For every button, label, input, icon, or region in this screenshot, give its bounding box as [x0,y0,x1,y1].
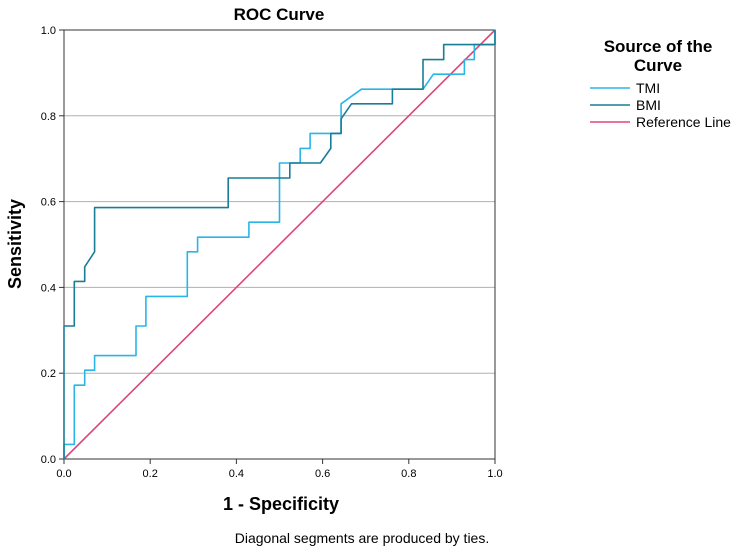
y-tick-label: 1.0 [41,25,56,37]
legend-label-tmi: TMI [636,80,660,96]
legend-label-bmi: BMI [636,97,661,113]
series-tmi-line [63,30,496,459]
x-tick-label: 0.8 [401,468,416,480]
axis-ticks: 0.0 0.2 0.4 0.6 0.8 1.0 0.0 0.2 0.4 0.6 0.8 1.0 [41,25,503,480]
x-axis-label: 1 - Specificity [223,494,339,514]
chart-title: ROC Curve [234,5,325,24]
x-tick-label: 0.2 [143,468,158,480]
y-tick-label: 0.6 [41,197,56,209]
plot-frame [63,29,496,460]
series-reference-line-line [63,29,496,460]
y-tick-label: 0.2 [41,368,56,380]
series-layer [63,29,496,460]
footnote: Diagonal segments are produced by ties. [235,530,489,546]
y-axis-label: Sensitivity [5,199,25,289]
legend-title: Source of the Curve [604,37,713,75]
x-tick-label: 0.0 [56,468,71,480]
series-bmi-line [63,30,496,459]
y-tick-label: 0.4 [41,282,56,294]
x-tick-label: 0.6 [315,468,330,480]
x-tick-label: 0.4 [229,468,244,480]
x-tick-label: 1.0 [487,468,502,480]
legend-label-reference-line: Reference Line [636,114,731,130]
y-tick-label: 0.8 [41,111,56,123]
y-tick-label: 0.0 [41,454,56,466]
